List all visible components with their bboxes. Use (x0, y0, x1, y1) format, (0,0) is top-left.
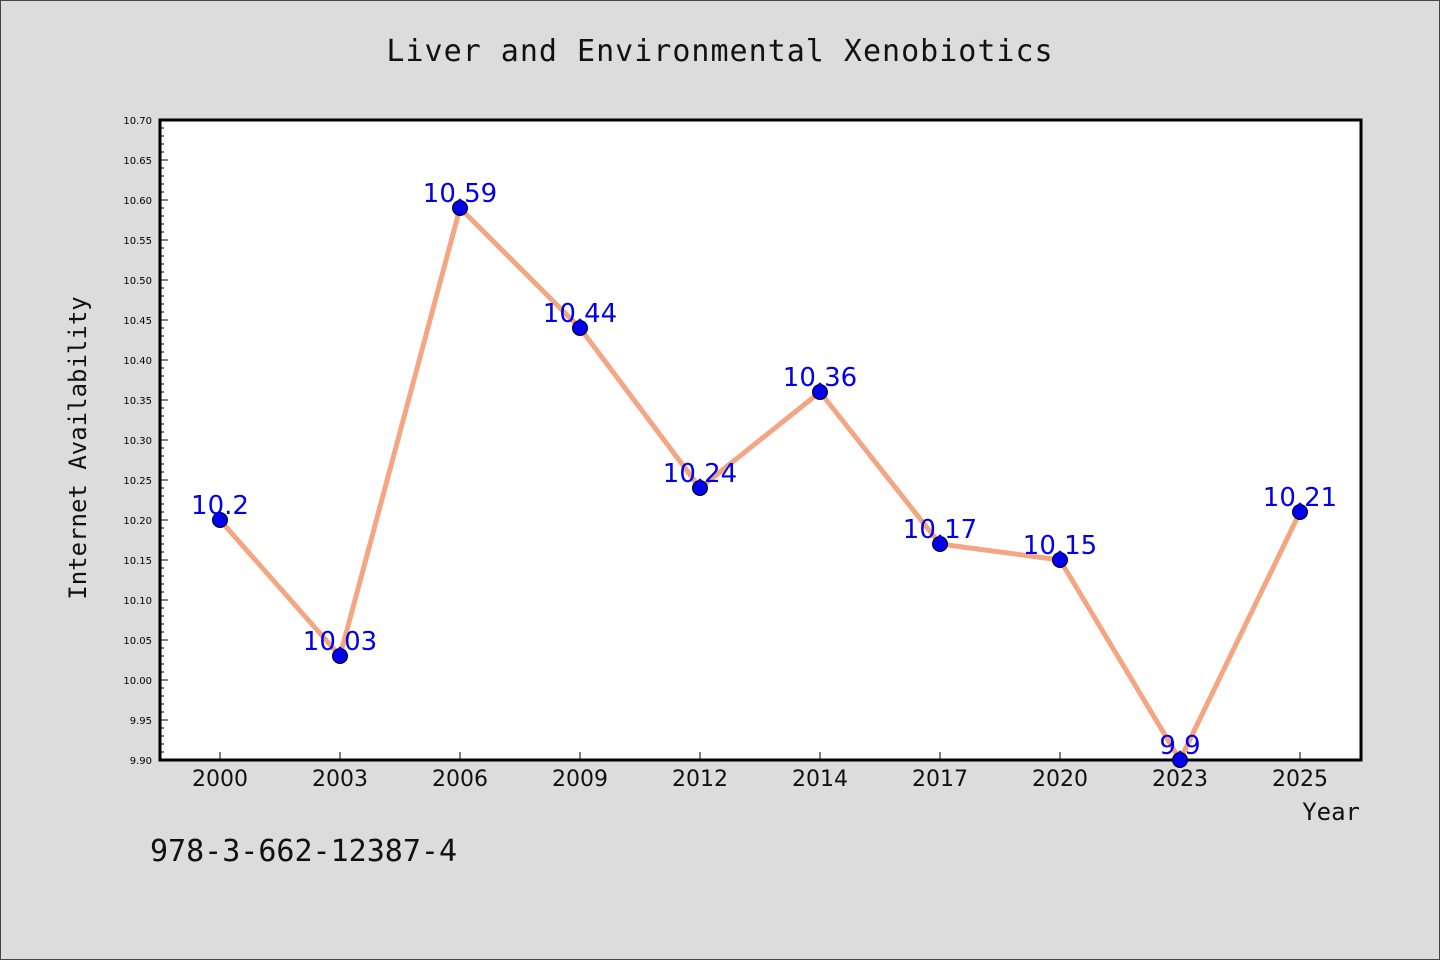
series-line (218, 205, 1303, 763)
y-tick-label: 9.90 (130, 756, 152, 767)
x-tick-label: 2009 (552, 767, 608, 792)
data-label: 10.21 (1263, 483, 1337, 513)
data-point (1292, 504, 1308, 520)
data-point (932, 536, 948, 552)
data-point (572, 320, 588, 336)
data-point (332, 648, 348, 664)
data-label: 9.9 (1159, 731, 1200, 761)
y-tick-label: 9.95 (130, 716, 152, 727)
y-tick-label: 10.50 (123, 276, 152, 287)
x-tick-label: 2020 (1032, 767, 1088, 792)
x-tick-label: 2012 (672, 767, 728, 792)
x-tick-label: 2000 (192, 767, 248, 792)
series-group: 10.2 10.03 10.59 10.44 10.24 10.36 10.17 10.15 9… (191, 179, 1337, 768)
y-tick-label: 10.05 (123, 636, 152, 647)
x-axis: 2000 2003 2006 2009 2012 2014 2017 2020 2023 2025 (192, 752, 1328, 792)
data-label: 10.2 (191, 491, 249, 521)
y-tick-label: 10.00 (123, 676, 152, 687)
data-label: 10.59 (423, 179, 497, 209)
y-tick-label: 10.20 (123, 516, 152, 527)
y-tick-label: 10.60 (123, 196, 152, 207)
x-tick-label: 2025 (1272, 767, 1328, 792)
data-point (812, 384, 828, 400)
y-tick-label: 10.65 (123, 156, 152, 167)
data-point (212, 512, 228, 528)
x-axis-label: Year (1302, 798, 1360, 826)
x-tick-label: 2003 (312, 767, 368, 792)
y-tick-label: 10.35 (123, 396, 152, 407)
y-tick-label: 10.45 (123, 316, 152, 327)
data-label: 10.36 (783, 363, 857, 393)
data-point (1172, 752, 1188, 768)
data-label: 10.24 (663, 459, 737, 489)
x-tick-label: 2006 (432, 767, 488, 792)
y-tick-label: 10.10 (123, 596, 152, 607)
y-tick-label: 10.30 (123, 436, 152, 447)
data-point (452, 200, 468, 216)
y-tick-label: 10.55 (123, 236, 152, 247)
y-tick-label: 10.15 (123, 556, 152, 567)
data-label: 10.15 (1023, 531, 1097, 561)
y-tick-label: 10.70 (123, 116, 152, 127)
y-axis-label: Internet Availability (64, 296, 92, 599)
x-tick-label: 2023 (1152, 767, 1208, 792)
x-tick-label: 2014 (792, 767, 848, 792)
y-tick-label: 10.25 (123, 476, 152, 487)
data-label: 10.17 (903, 515, 977, 545)
data-point (692, 480, 708, 496)
y-axis: 9.90 9.95 10.00 10.05 10.10 10.15 10.20 10.25 10… (123, 116, 168, 767)
data-point (1052, 552, 1068, 568)
chart-title: Liver and Environmental Xenobiotics (386, 34, 1054, 69)
isbn-text: 978-3-662-12387-4 (150, 834, 458, 869)
data-label: 10.44 (543, 299, 617, 329)
x-tick-label: 2017 (912, 767, 968, 792)
data-label: 10.03 (303, 627, 377, 657)
y-tick-label: 10.40 (123, 356, 152, 367)
